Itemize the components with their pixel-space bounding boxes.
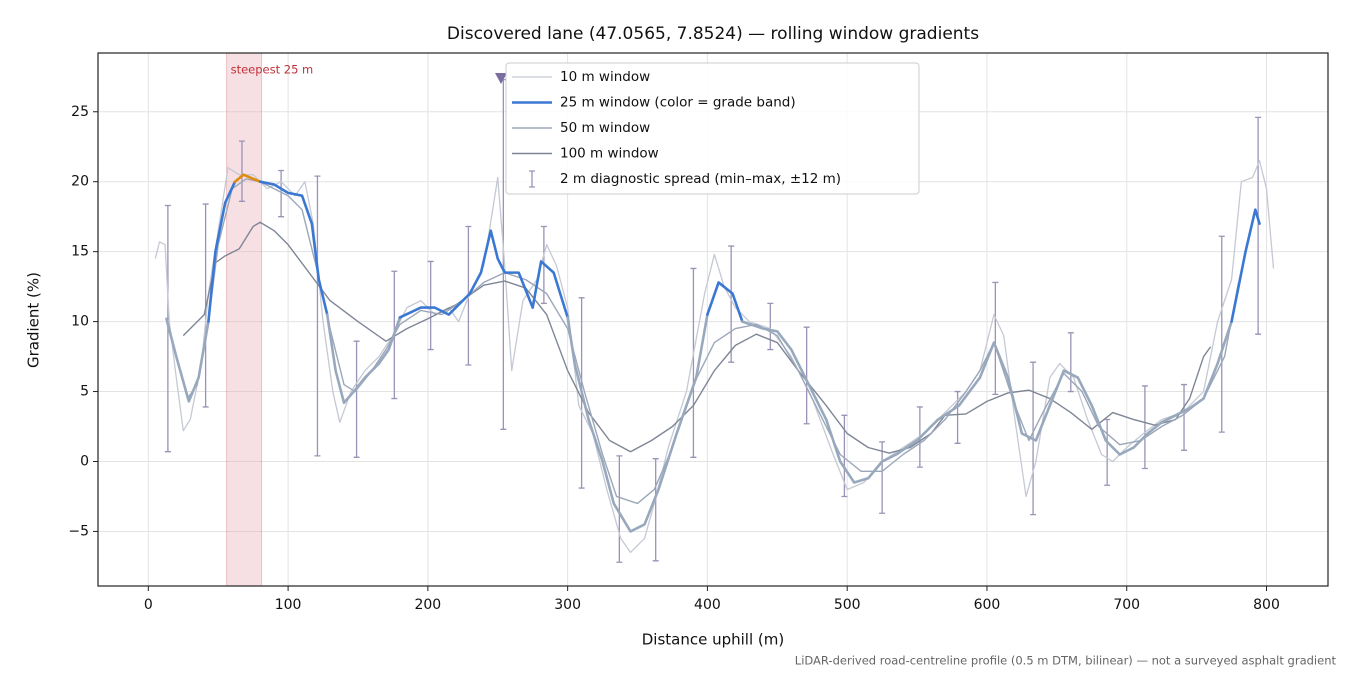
x-tick-label: 500 <box>834 597 861 613</box>
line-segment <box>233 173 262 184</box>
error-bar <box>652 458 659 562</box>
legend-swatch <box>529 170 535 188</box>
error-bar <box>879 441 886 514</box>
highlight-label: steepest 25 m <box>231 63 314 77</box>
line-segment <box>566 313 709 533</box>
x-tick-label: 400 <box>694 597 721 613</box>
x-tick-label: 0 <box>144 597 153 613</box>
legend-label: 100 m window <box>560 146 659 162</box>
error-bar <box>690 267 697 458</box>
line-segment <box>258 180 329 316</box>
footnote: LiDAR-derived road-centreline profile (0… <box>795 654 1337 668</box>
error-bar <box>427 260 434 351</box>
y-tick-label: 0 <box>80 453 89 469</box>
line <box>165 178 1240 505</box>
line-segment <box>325 313 402 405</box>
error-bar <box>803 326 810 425</box>
y-tick-label: 10 <box>71 314 89 330</box>
line-segment <box>1230 208 1261 323</box>
y-tick-label: −5 <box>68 523 89 539</box>
axes: 0 100 200 300 400 500 600 700 800 −5 0 5 10 15 20 25 <box>68 104 1280 613</box>
x-axis-label: Distance uphill (m) <box>642 631 784 649</box>
chart-title: Discovered lane (47.0565, 7.8524) — roll… <box>447 24 979 44</box>
legend-label: 50 m window <box>560 120 650 136</box>
clip-marker <box>495 73 507 84</box>
legend: 10 m window 25 m window (color = grade ba… <box>505 62 920 195</box>
legend-label: 25 m window (color = grade band) <box>560 95 796 111</box>
plot-frame <box>97 52 1329 587</box>
error-bar <box>767 302 774 351</box>
line-segment <box>741 320 1233 484</box>
y-tick-label: 5 <box>80 384 89 400</box>
x-tick-label: 700 <box>1113 597 1140 613</box>
error-bar <box>314 175 321 457</box>
y-axis-label: Gradient (%) <box>25 272 43 368</box>
x-tick-label: 300 <box>554 597 581 613</box>
line <box>154 160 1275 554</box>
x-tick-label: 100 <box>275 597 302 613</box>
x-tick-label: 800 <box>1253 597 1280 613</box>
y-tick-label: 15 <box>71 244 89 260</box>
error-bar <box>616 455 623 563</box>
error-bar <box>728 245 735 363</box>
legend-label: 2 m diagnostic spread (min–max, ±12 m) <box>560 171 841 187</box>
error-bar <box>1141 385 1148 470</box>
error-bar <box>992 281 999 395</box>
x-tick-label: 200 <box>414 597 441 613</box>
line-segment <box>207 180 237 323</box>
highlight-band <box>226 53 263 586</box>
line-segment <box>706 281 744 323</box>
y-tick-label: 25 <box>71 104 89 120</box>
y-tick-label: 20 <box>71 174 89 190</box>
line-segment <box>398 229 569 319</box>
error-bar <box>1067 332 1074 393</box>
error-bar <box>238 140 245 202</box>
legend-label: 10 m window <box>560 69 650 85</box>
x-tick-label: 600 <box>974 597 1001 613</box>
error-bar <box>353 340 360 458</box>
error-bar <box>1218 235 1225 433</box>
plot-area <box>154 53 1275 586</box>
error-bar <box>278 169 285 218</box>
error-bar <box>1181 383 1188 451</box>
error-bar <box>1255 116 1262 335</box>
error-bar <box>1104 418 1111 486</box>
legend-box <box>505 62 920 195</box>
line-segment <box>165 317 210 403</box>
line <box>182 221 1212 454</box>
